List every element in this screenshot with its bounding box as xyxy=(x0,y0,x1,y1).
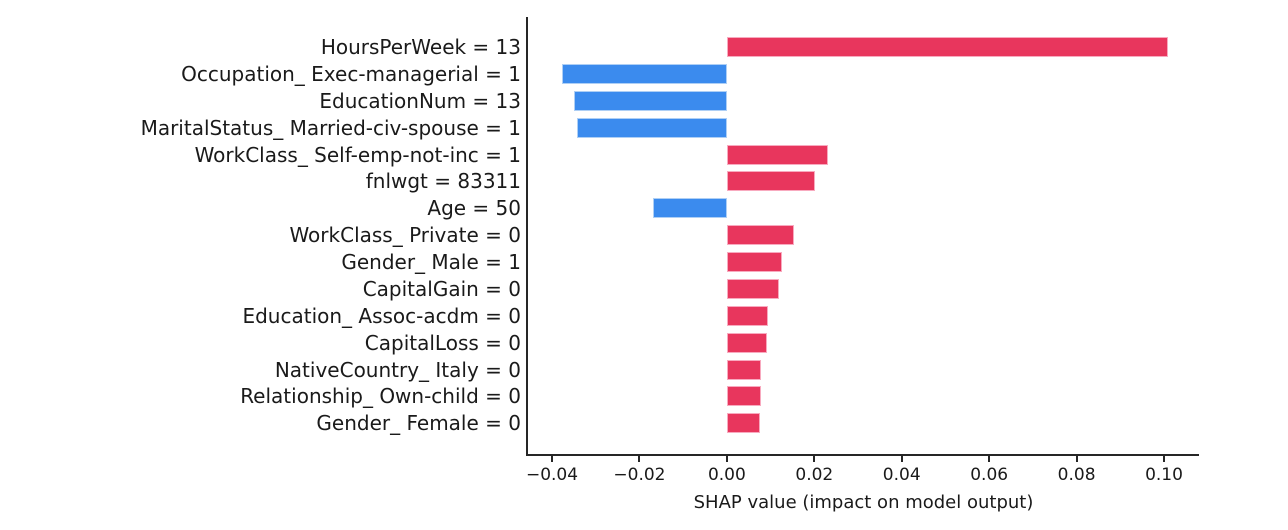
x-tick-label: −0.02 xyxy=(613,465,666,485)
shap-bar-negative xyxy=(561,63,727,84)
shap-bar-positive xyxy=(726,359,762,380)
x-tick-mark xyxy=(813,456,816,462)
y-tick-label: MaritalStatus_ Married-civ-spouse = 1 xyxy=(140,115,521,140)
shap-bar-positive xyxy=(726,144,828,165)
shap-bar-positive xyxy=(726,171,816,192)
x-tick-label: 0.04 xyxy=(882,465,921,485)
shap-bar-positive xyxy=(726,305,768,326)
x-axis-line xyxy=(526,454,1199,456)
y-tick-label: NativeCountry_ Italy = 0 xyxy=(274,357,521,382)
y-axis-line xyxy=(526,17,528,456)
shap-bar-positive xyxy=(726,225,795,246)
shap-bar-positive xyxy=(726,332,767,353)
x-tick-mark xyxy=(725,456,728,462)
y-tick-label: Age = 50 xyxy=(427,196,521,221)
shap-bar-positive xyxy=(726,37,1169,57)
shap-bar-negative xyxy=(573,90,727,111)
x-tick-label: 0.00 xyxy=(707,465,746,485)
y-tick-label: EducationNum = 13 xyxy=(319,88,521,113)
y-tick-label: fnlwgt = 83311 xyxy=(365,169,521,194)
x-tick-label: 0.10 xyxy=(1145,465,1183,485)
shap-bar-negative xyxy=(653,198,727,219)
x-tick-mark xyxy=(1163,456,1166,462)
y-tick-label: Relationship_ Own-child = 0 xyxy=(240,384,521,409)
shap-bar-positive xyxy=(726,413,761,434)
shap-bar-positive xyxy=(726,278,780,299)
shap-bar-positive xyxy=(726,386,761,407)
shap-bar-positive xyxy=(726,252,782,273)
x-tick-mark xyxy=(551,456,554,462)
x-tick-mark xyxy=(1075,456,1078,462)
y-tick-label: Occupation_ Exec-managerial = 1 xyxy=(181,61,521,86)
y-tick-label: HoursPerWeek = 13 xyxy=(320,35,521,59)
plot-area xyxy=(526,17,1199,456)
y-tick-label: CapitalLoss = 0 xyxy=(364,330,521,355)
y-tick-label: WorkClass_ Private = 0 xyxy=(289,223,521,248)
x-tick-label: 0.02 xyxy=(795,465,834,485)
x-axis-title: SHAP value (impact on model output) xyxy=(693,492,1034,513)
x-tick-mark xyxy=(638,456,641,462)
x-tick-label: 0.06 xyxy=(970,465,1009,485)
x-tick-mark xyxy=(900,456,903,462)
y-tick-label: Gender_ Female = 0 xyxy=(316,411,521,436)
y-tick-label: Gender_ Male = 1 xyxy=(341,250,521,275)
x-tick-mark xyxy=(988,456,991,462)
shap-bar-negative xyxy=(576,117,727,138)
y-tick-label: WorkClass_ Self-emp-not-inc = 1 xyxy=(194,142,521,167)
y-tick-label: CapitalGain = 0 xyxy=(362,276,521,301)
x-tick-label: 0.08 xyxy=(1057,465,1096,485)
x-tick-label: −0.04 xyxy=(525,465,579,485)
y-tick-label: Education_ Assoc-acdm = 0 xyxy=(242,303,521,328)
